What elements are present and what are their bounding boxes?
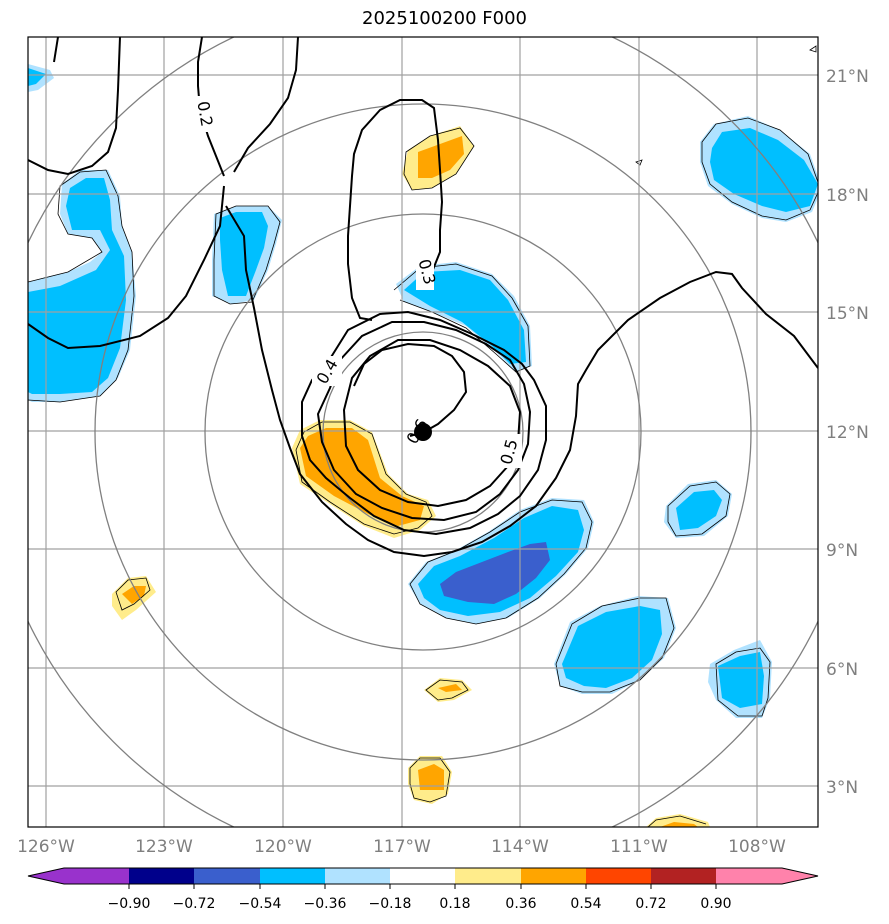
colorbar-tick-label: 0.18 [439, 896, 470, 912]
range-ring-2 [204, 213, 642, 651]
colorbar-bin [521, 868, 587, 884]
field-blue [404, 270, 526, 364]
colorbar-bin [260, 868, 326, 884]
colorbar-tick-label: 0.72 [635, 896, 666, 912]
field-orange [300, 428, 424, 526]
colorbar-tick-label: −0.72 [173, 896, 216, 912]
colorbar-extend-low [28, 868, 64, 884]
lat-tick-label: 21°N [826, 67, 869, 87]
outline [809, 45, 817, 53]
colorbar-bin [651, 868, 717, 884]
longitude-axis: 126°W 123°W 120°W 117°W 114°W 111°W 108°… [17, 837, 786, 857]
lat-tick-label: 3°N [826, 778, 858, 798]
colorbar-bin [64, 868, 130, 884]
outline [393, 263, 531, 373]
field-royal-blue [440, 542, 550, 604]
outline [213, 205, 281, 305]
colorbar-tick-label: −0.90 [108, 896, 151, 912]
gridlines [28, 37, 818, 827]
field-orange [438, 684, 462, 692]
lon-tick-label: 111°W [610, 837, 668, 857]
contour-0-2-d [233, 37, 299, 173]
contour-label-bg [498, 434, 522, 468]
contour-0-2-e [28, 185, 225, 350]
storm-center-marker [414, 423, 432, 441]
lat-tick-label: 9°N [826, 541, 858, 561]
contour-label-0-2: 0.2 [193, 100, 216, 128]
lat-tick-label: 6°N [826, 660, 858, 680]
field-blue [220, 212, 268, 296]
field-orange [122, 586, 146, 604]
colorbar-bin [129, 868, 195, 884]
colorbar-outline [27, 867, 819, 885]
outline [409, 499, 593, 625]
shading-outlines [28, 45, 818, 827]
outline [409, 757, 451, 803]
lon-tick-label: 120°W [254, 837, 312, 857]
contour-0-5 [316, 321, 532, 522]
field-light-yellow [646, 814, 710, 827]
field-blue [28, 68, 46, 86]
range-ring-3 [94, 103, 752, 761]
contour-0-3 [225, 205, 818, 558]
latitude-axis: 21°N 18°N 15°N 12°N 9°N 6°N 3°N [826, 67, 869, 798]
colorbar-bin [390, 868, 456, 884]
colorbar-ticks [128, 884, 717, 889]
contour-0-4 [301, 310, 547, 536]
field-blue [676, 490, 722, 530]
contour-0-7 [353, 342, 468, 437]
field-blue [718, 652, 764, 708]
colorbar-extend-high [782, 868, 818, 884]
field-orange [418, 764, 444, 790]
outline [555, 597, 675, 693]
colorbar-tick-label: −0.36 [304, 896, 347, 912]
outline [701, 117, 818, 221]
contour-0-2-a [28, 37, 121, 176]
colorbar-tick-label: 0.90 [700, 896, 731, 912]
lat-tick-label: 12°N [826, 423, 869, 443]
colorbar-bin [455, 868, 521, 884]
outline [403, 127, 475, 191]
field-orange [418, 136, 464, 178]
lon-tick-label: 117°W [373, 837, 431, 857]
lon-tick-label: 114°W [491, 837, 549, 857]
colorbar-tick-label: 0.36 [505, 896, 536, 912]
chart-title: 2025100200 F000 [362, 8, 527, 29]
contour-label-bg [312, 356, 342, 386]
outline [715, 647, 771, 717]
colorbar: −0.90 −0.72 −0.54 −0.36 −0.18 0.18 0.36 … [27, 867, 819, 912]
outline [425, 679, 469, 701]
contour-labels: 0.2 0.3 0.4 0.5 0.6 [192, 96, 522, 468]
field-orange [660, 822, 698, 827]
colorbar-bin [586, 868, 652, 884]
lon-tick-label: 108°W [728, 837, 786, 857]
lat-tick-label: 15°N [826, 304, 869, 324]
colorbar-bin [194, 868, 260, 884]
colorbar-tick-label: −0.54 [239, 896, 282, 912]
colorbar-bin [716, 868, 783, 884]
field-blue [710, 128, 818, 212]
plot-area: 0.2 0.3 0.4 0.5 0.6 [28, 37, 818, 827]
colorbar-tick-label: 0.54 [570, 896, 601, 912]
contour-label-bg [192, 96, 210, 132]
outline [295, 421, 433, 535]
contour-label-bg [416, 256, 434, 290]
colorbar-tick-label: −0.18 [369, 896, 412, 912]
contour-0-3-inner [347, 99, 444, 321]
outline [667, 481, 731, 537]
outline [28, 169, 135, 403]
lat-tick-label: 18°N [826, 186, 869, 206]
contour-0-2-b [53, 37, 59, 63]
outline [115, 577, 151, 611]
colorbar-bin [325, 868, 391, 884]
lon-tick-label: 126°W [17, 837, 75, 857]
range-rings [28, 37, 818, 827]
plot-frame [27, 36, 819, 828]
outline [647, 815, 707, 827]
lon-tick-label: 123°W [135, 837, 193, 857]
